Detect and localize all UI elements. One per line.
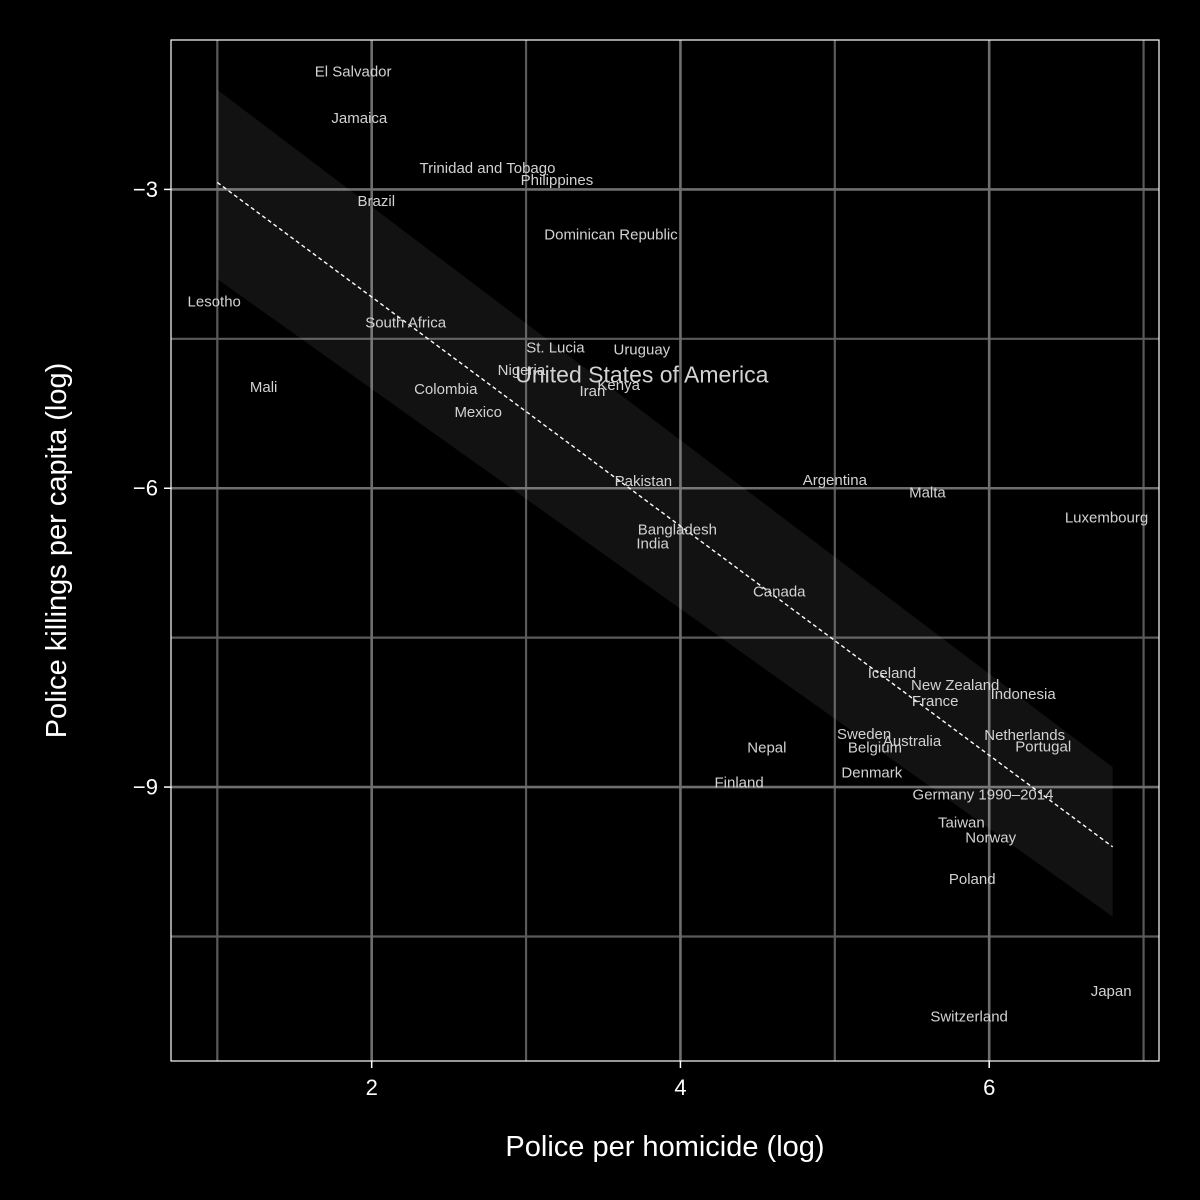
- point-label: Australia: [883, 733, 942, 750]
- point-label: Iceland: [868, 665, 916, 682]
- point-label: Taiwan: [938, 814, 985, 831]
- x-axis-title: Police per homicide (log): [505, 1131, 824, 1163]
- y-tick-label: −6: [133, 476, 158, 501]
- y-axis-title: Police killings per capita (log): [41, 363, 73, 739]
- point-label: Iran: [580, 383, 606, 400]
- point-label: Colombia: [414, 381, 478, 398]
- point-label: Kenya: [597, 377, 640, 394]
- point-labels: El Salvador Jamaica Trinidad and TobagoPhi…: [188, 63, 1149, 1025]
- point-label: France: [912, 693, 959, 710]
- point-label: Finland: [714, 775, 763, 792]
- point-label: Argentina: [803, 472, 868, 489]
- point-label: New Zealand: [911, 677, 999, 694]
- point-label: Sweden: [837, 726, 891, 743]
- point-label: Mexico: [454, 404, 502, 421]
- x-tick-label: 4: [674, 1075, 686, 1100]
- point-label: Portugal: [1015, 739, 1071, 756]
- point-label: Philippines: [521, 172, 594, 189]
- point-label: Canada: [753, 583, 806, 600]
- point-label: South Africa: [365, 314, 447, 331]
- point-label: Denmark: [841, 765, 902, 782]
- point-label: Lesotho: [188, 293, 241, 310]
- x-tick-label: 2: [366, 1075, 378, 1100]
- point-label: Luxembourg: [1065, 510, 1148, 527]
- point-label: Nigeria: [498, 362, 546, 379]
- point-label: Poland: [949, 871, 996, 888]
- point-label: Indonesia: [991, 686, 1057, 703]
- point-label: Japan: [1091, 983, 1132, 1000]
- plot-frame: [170, 39, 1160, 1062]
- grid-lines: [171, 40, 1159, 1061]
- point-label: Norway: [965, 829, 1016, 846]
- confidence-band: [217, 89, 1113, 917]
- y-tick-label: −3: [133, 177, 158, 202]
- x-tick-label: 6: [983, 1075, 995, 1100]
- confidence-band-layer: [217, 89, 1113, 917]
- point-label: India: [636, 536, 669, 553]
- point-label: Jamaica: [331, 110, 388, 127]
- highlight-point-label: United States of America: [515, 362, 768, 388]
- point-label: Malta: [909, 485, 946, 502]
- point-label: Belgium: [848, 740, 902, 757]
- point-label: Dominican Republic: [544, 227, 678, 244]
- y-tick-label: −9: [133, 775, 158, 800]
- axis-ticks: 2 4 6 −3 −6 −9: [133, 177, 995, 1100]
- point-label: Nepal: [747, 740, 786, 757]
- point-label: Pakistan: [615, 473, 673, 490]
- point-label: Mali: [250, 379, 278, 396]
- point-label: St. Lucia: [526, 339, 585, 356]
- point-label: Switzerland: [930, 1009, 1008, 1026]
- point-label: Bangladesh: [638, 522, 717, 539]
- point-label: Trinidad and Tobago: [420, 160, 556, 177]
- point-label: El Salvador: [315, 63, 392, 80]
- point-label: Uruguay: [613, 341, 670, 358]
- point-label: Brazil: [358, 193, 396, 210]
- point-label: Netherlands: [984, 727, 1065, 744]
- trend-line-layer: [216, 181, 1114, 848]
- point-label: Germany 1990–2014: [913, 787, 1054, 804]
- trend-line: [216, 181, 1114, 848]
